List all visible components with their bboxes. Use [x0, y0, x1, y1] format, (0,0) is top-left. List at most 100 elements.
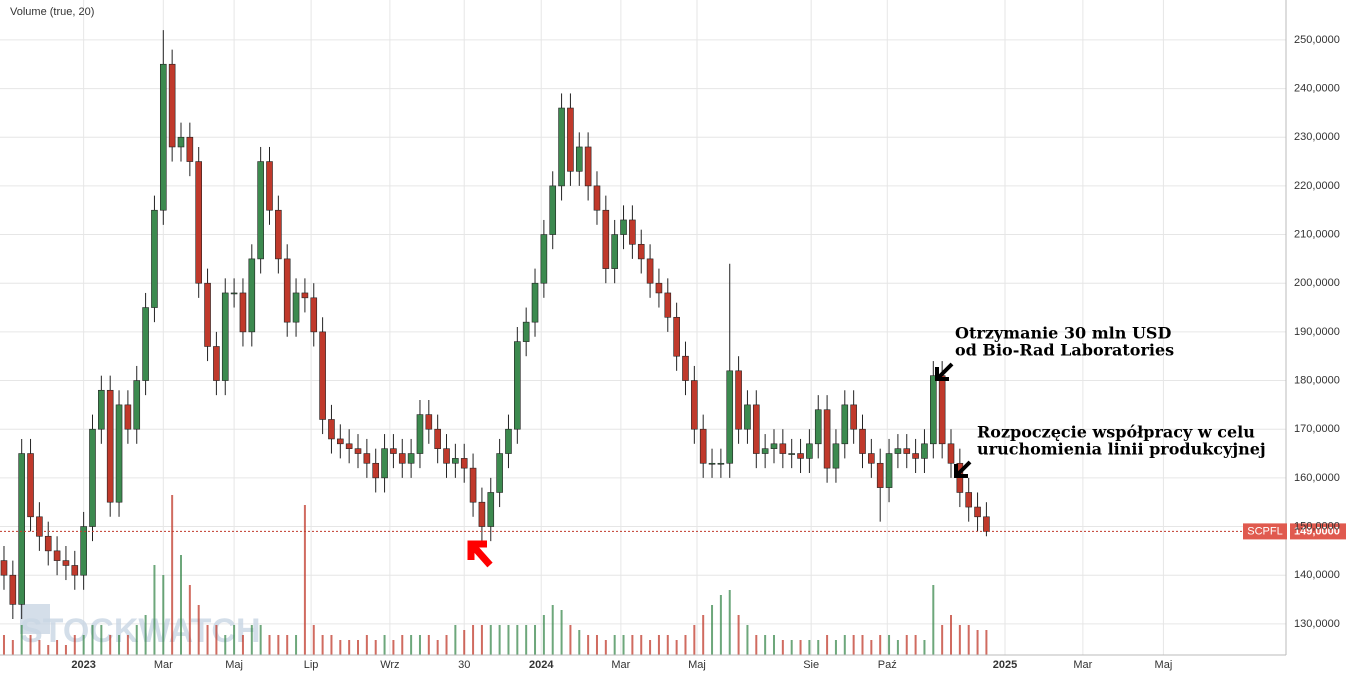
candle-body: [549, 185, 557, 235]
candle-body: [814, 409, 822, 445]
volume-bar: [852, 635, 855, 655]
candle-body: [611, 234, 618, 269]
candle-body: [699, 428, 707, 464]
volume-bar: [47, 645, 50, 655]
volume-bar: [73, 635, 76, 655]
volume-bar: [2, 635, 5, 655]
volume-bar: [781, 640, 784, 655]
volume-bar: [295, 635, 298, 655]
volume-bar: [20, 625, 23, 655]
volume-bar: [224, 635, 227, 655]
candle-body: [310, 297, 318, 333]
candle-body: [487, 492, 495, 527]
annotation: Otrzymanie 30 mln USD: [955, 324, 1171, 343]
candle-body: [221, 292, 229, 381]
volume-bar: [91, 625, 94, 655]
candle-body: [213, 346, 220, 381]
volume-bar: [277, 635, 280, 655]
candle-body: [195, 161, 202, 284]
volume-bar: [657, 635, 660, 655]
candle-body: [514, 341, 521, 430]
x-tick-label: Mar: [1073, 659, 1092, 671]
volume-bar: [843, 635, 846, 655]
candle-body: [177, 136, 185, 148]
candle-body: [390, 448, 397, 454]
volume-bar: [56, 640, 59, 655]
y-tick-label: 150,0000: [1294, 520, 1340, 532]
volume-bar: [790, 640, 793, 655]
volume-bar: [144, 615, 147, 655]
volume-bar: [914, 635, 917, 655]
volume-bar: [534, 625, 537, 655]
candle-body: [965, 492, 973, 508]
candle-body: [832, 443, 840, 469]
volume-bar: [542, 615, 545, 655]
volume-bar: [233, 625, 236, 655]
volume-bar: [551, 605, 554, 655]
x-tick-label: Mar: [611, 659, 630, 671]
candle-body: [407, 453, 415, 464]
volume-bar: [560, 610, 563, 655]
volume-bar: [162, 575, 165, 655]
candles: [0, 30, 990, 619]
volume-bar: [755, 635, 758, 655]
candle-body: [584, 146, 592, 187]
candle-body: [708, 462, 716, 465]
candle-body: [186, 136, 194, 162]
volume-bar: [746, 625, 749, 655]
volume-bar: [719, 595, 722, 655]
volume-bar: [826, 635, 829, 655]
candle-body: [159, 63, 167, 211]
candle-body: [496, 453, 503, 493]
candle-body: [266, 161, 273, 211]
x-tick-label: 2025: [993, 659, 1017, 671]
volume-bar: [764, 635, 767, 655]
volume-bar: [303, 505, 306, 655]
candle-body: [230, 292, 238, 295]
volume-bar: [348, 640, 351, 655]
candle-body: [416, 414, 424, 454]
candle-body: [283, 258, 291, 323]
annotation: uruchomienia linii produkcyjnej: [977, 440, 1266, 459]
candle-body: [71, 565, 79, 576]
candle-body: [876, 462, 884, 488]
volume-bar: [215, 625, 218, 655]
volume-bar: [489, 625, 492, 655]
candle-body: [637, 243, 645, 260]
volume-bar: [516, 625, 519, 655]
volume-bar: [286, 635, 289, 655]
candle-body: [629, 219, 636, 245]
candle-body: [593, 185, 601, 211]
candle-body: [460, 458, 468, 469]
y-tick-label: 200,0000: [1294, 277, 1340, 289]
volume-bar: [923, 640, 926, 655]
volume-bar: [640, 635, 643, 655]
volume-bar: [799, 640, 802, 655]
candle-body: [912, 453, 919, 459]
volume-bar: [507, 625, 510, 655]
candle-body: [469, 467, 477, 503]
candle-body: [770, 443, 778, 449]
volume-bar: [259, 625, 262, 655]
volume-bar: [197, 605, 200, 655]
volume-bar: [932, 585, 935, 655]
volume-bar: [631, 635, 634, 655]
candle-body: [443, 448, 450, 464]
volume-bar: [321, 635, 324, 655]
y-tick-label: 140,0000: [1294, 569, 1340, 581]
price-box: [1290, 523, 1346, 540]
candle-body: [292, 292, 300, 323]
volume-bar: [941, 625, 944, 655]
volume-bar: [967, 625, 970, 655]
x-tick-label: Maj: [688, 659, 706, 671]
candle-body: [0, 560, 8, 576]
y-tick-label: 230,0000: [1294, 131, 1340, 143]
volume-bar: [525, 625, 528, 655]
symbol-box: [1243, 523, 1287, 540]
candle-body: [89, 428, 96, 527]
candle-body: [36, 516, 43, 537]
y-tick-label: 180,0000: [1294, 374, 1340, 386]
volume-bar: [339, 640, 342, 655]
volume-bar: [711, 605, 714, 655]
candle-body: [779, 443, 787, 454]
